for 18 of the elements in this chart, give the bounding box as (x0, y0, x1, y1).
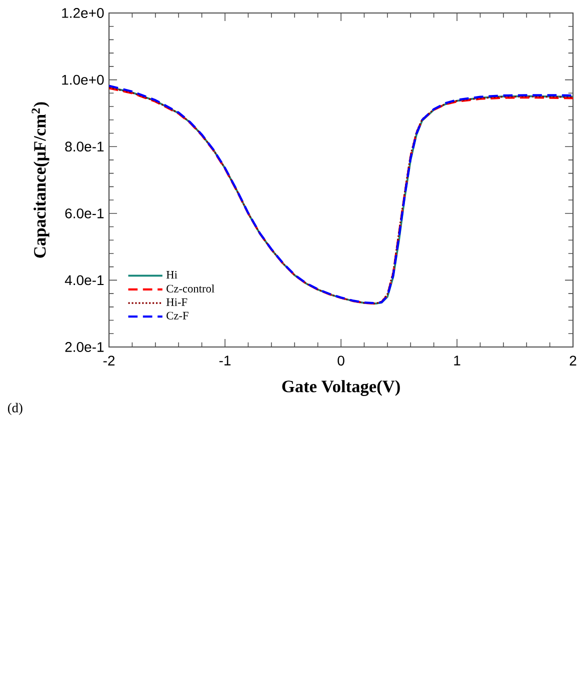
y-tick-label: 4.0e-1 (64, 275, 104, 286)
x-tick-label: -1 (219, 356, 231, 366)
y-tick-label: 8.0e-1 (65, 142, 104, 152)
x-axis-title: Gate Voltage(V) (282, 380, 400, 396)
x-tick-label: 1 (454, 356, 460, 366)
legend-label: Hi (166, 270, 178, 278)
x-tick-label: 2 (570, 356, 576, 366)
x-tick-label: -2 (103, 356, 115, 366)
legend-label: Cz-control (166, 284, 214, 292)
y-axis-title: Capacitance(μF/cm$^{2}$) (32, 102, 50, 258)
text: (d) (8, 402, 22, 416)
legend-label: Hi-F (166, 298, 188, 306)
legend-label: Cz-F (166, 312, 188, 320)
y-tick-label: 6.0e-1 (65, 208, 104, 218)
y-tick-label: 1.0e+0 (62, 74, 104, 85)
y-tick-label: 2.0e-1 (65, 342, 104, 352)
x-tick-label: 0 (338, 356, 344, 366)
y-tick-label: 1.2e+0 (62, 8, 104, 18)
